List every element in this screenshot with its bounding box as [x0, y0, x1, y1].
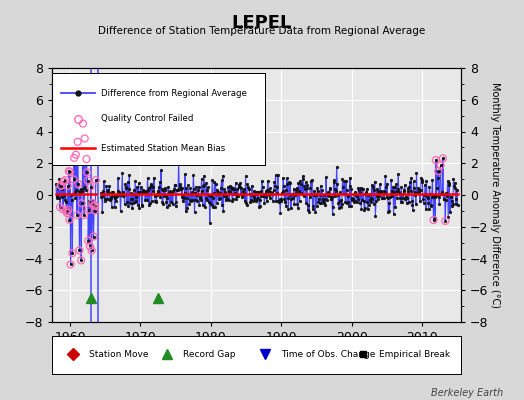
Point	[77, 257, 85, 264]
Point	[73, 212, 81, 218]
Point	[89, 233, 97, 240]
Point	[441, 218, 450, 224]
Point	[91, 203, 100, 209]
Point	[62, 208, 71, 214]
Point	[429, 217, 438, 223]
Point	[86, 243, 94, 250]
Point	[84, 238, 92, 244]
Point	[92, 177, 100, 183]
Point	[432, 157, 440, 163]
Point	[436, 162, 445, 169]
Point	[86, 184, 95, 190]
Text: Empirical Break: Empirical Break	[379, 350, 451, 359]
Point	[91, 207, 99, 214]
Point	[69, 176, 78, 183]
Text: Difference of Station Temperature Data from Regional Average: Difference of Station Temperature Data f…	[99, 26, 425, 36]
Point	[61, 177, 70, 183]
Point	[57, 183, 66, 189]
Text: Time of Obs. Change: Time of Obs. Change	[281, 350, 376, 359]
Text: LEPEL: LEPEL	[232, 14, 292, 32]
Point	[434, 168, 442, 174]
Point	[82, 156, 91, 162]
Point	[88, 247, 96, 254]
Point	[66, 169, 74, 175]
Point	[79, 120, 87, 127]
Point	[78, 200, 86, 206]
Point	[67, 261, 75, 268]
Point	[90, 202, 99, 208]
Point	[57, 182, 65, 189]
Point	[83, 169, 91, 176]
Point	[63, 210, 71, 216]
Point	[81, 135, 89, 142]
Text: Record Gap: Record Gap	[183, 350, 236, 359]
Point	[80, 212, 89, 218]
Point	[74, 181, 82, 187]
Point	[64, 206, 72, 213]
Point	[75, 247, 84, 254]
Point	[56, 204, 64, 210]
Point	[59, 178, 68, 185]
Point	[88, 200, 96, 206]
Point	[68, 250, 77, 256]
Text: Station Move: Station Move	[89, 350, 149, 359]
Point	[84, 206, 93, 213]
Point	[64, 168, 73, 174]
Point	[83, 177, 92, 184]
Point	[63, 182, 72, 189]
Point	[59, 206, 67, 212]
Point	[439, 155, 447, 162]
Point	[72, 152, 80, 158]
Point	[70, 155, 78, 161]
Y-axis label: Monthly Temperature Anomaly Difference (°C): Monthly Temperature Anomaly Difference (…	[490, 82, 500, 308]
Point	[73, 139, 82, 145]
Point	[65, 217, 73, 223]
Text: Berkeley Earth: Berkeley Earth	[431, 388, 503, 398]
